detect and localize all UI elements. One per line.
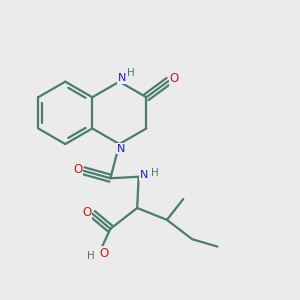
Text: N: N — [140, 170, 148, 180]
Text: H: H — [151, 168, 159, 178]
Text: N: N — [118, 73, 126, 83]
Text: N: N — [117, 143, 125, 154]
Text: O: O — [73, 163, 83, 176]
Text: H: H — [87, 251, 95, 261]
Text: O: O — [99, 247, 108, 260]
Text: O: O — [169, 72, 178, 85]
Text: H: H — [127, 68, 134, 78]
Text: O: O — [82, 206, 91, 219]
